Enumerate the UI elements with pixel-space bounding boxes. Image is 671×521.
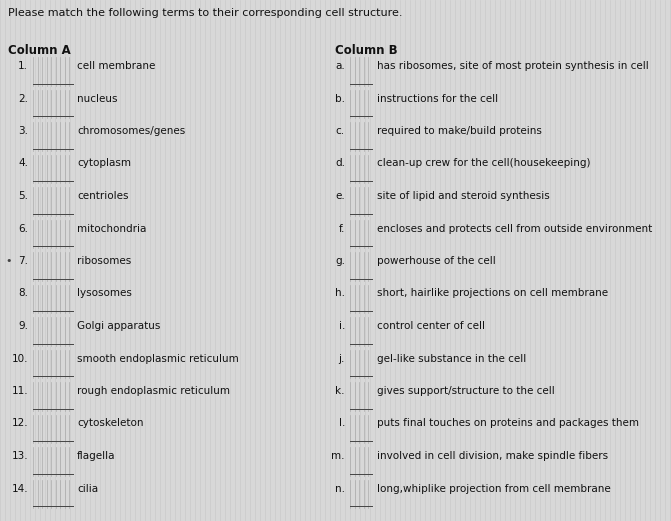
- Text: chromosomes/genes: chromosomes/genes: [77, 126, 185, 136]
- Text: f.: f.: [339, 224, 345, 233]
- Text: •: •: [5, 256, 11, 266]
- Text: 4.: 4.: [18, 158, 28, 168]
- Text: 6.: 6.: [18, 224, 28, 233]
- Text: puts final touches on proteins and packages them: puts final touches on proteins and packa…: [377, 418, 639, 428]
- Text: Column A: Column A: [8, 44, 70, 57]
- Text: Golgi apparatus: Golgi apparatus: [77, 321, 160, 331]
- Text: has ribosomes, site of most protein synthesis in cell: has ribosomes, site of most protein synt…: [377, 61, 649, 71]
- Text: powerhouse of the cell: powerhouse of the cell: [377, 256, 496, 266]
- Text: cell membrane: cell membrane: [77, 61, 156, 71]
- Text: g.: g.: [335, 256, 345, 266]
- Text: rough endoplasmic reticulum: rough endoplasmic reticulum: [77, 386, 230, 396]
- Text: k.: k.: [336, 386, 345, 396]
- Text: centrioles: centrioles: [77, 191, 129, 201]
- Text: cytoplasm: cytoplasm: [77, 158, 131, 168]
- Text: a.: a.: [336, 61, 345, 71]
- Text: d.: d.: [335, 158, 345, 168]
- Text: gel-like substance in the cell: gel-like substance in the cell: [377, 354, 526, 364]
- Text: 10.: 10.: [11, 354, 28, 364]
- Text: 9.: 9.: [18, 321, 28, 331]
- Text: required to make/build proteins: required to make/build proteins: [377, 126, 542, 136]
- Text: 1.: 1.: [18, 61, 28, 71]
- Text: 5.: 5.: [18, 191, 28, 201]
- Text: lysosomes: lysosomes: [77, 289, 132, 299]
- Text: Please match the following terms to their corresponding cell structure.: Please match the following terms to thei…: [8, 8, 403, 18]
- Text: instructions for the cell: instructions for the cell: [377, 93, 498, 104]
- Text: ribosomes: ribosomes: [77, 256, 132, 266]
- Text: c.: c.: [336, 126, 345, 136]
- Text: i.: i.: [339, 321, 345, 331]
- Text: involved in cell division, make spindle fibers: involved in cell division, make spindle …: [377, 451, 608, 461]
- Text: cytoskeleton: cytoskeleton: [77, 418, 144, 428]
- Text: nucleus: nucleus: [77, 93, 117, 104]
- Text: control center of cell: control center of cell: [377, 321, 485, 331]
- Text: gives support/structure to the cell: gives support/structure to the cell: [377, 386, 555, 396]
- Text: flagella: flagella: [77, 451, 115, 461]
- Text: cilia: cilia: [77, 483, 98, 493]
- Text: 11.: 11.: [11, 386, 28, 396]
- Text: long,whiplike projection from cell membrane: long,whiplike projection from cell membr…: [377, 483, 611, 493]
- Text: clean-up crew for the cell(housekeeping): clean-up crew for the cell(housekeeping): [377, 158, 590, 168]
- Text: l.: l.: [339, 418, 345, 428]
- Text: j.: j.: [339, 354, 345, 364]
- Text: short, hairlike projections on cell membrane: short, hairlike projections on cell memb…: [377, 289, 608, 299]
- Text: smooth endoplasmic reticulum: smooth endoplasmic reticulum: [77, 354, 239, 364]
- Text: n.: n.: [335, 483, 345, 493]
- Text: 8.: 8.: [18, 289, 28, 299]
- Text: 14.: 14.: [11, 483, 28, 493]
- Text: mitochondria: mitochondria: [77, 224, 146, 233]
- Text: 2.: 2.: [18, 93, 28, 104]
- Text: m.: m.: [331, 451, 345, 461]
- Text: 3.: 3.: [18, 126, 28, 136]
- Text: h.: h.: [335, 289, 345, 299]
- Text: Column B: Column B: [335, 44, 398, 57]
- Text: 7.: 7.: [18, 256, 28, 266]
- Text: 13.: 13.: [11, 451, 28, 461]
- Text: 12.: 12.: [11, 418, 28, 428]
- Text: e.: e.: [336, 191, 345, 201]
- Text: site of lipid and steroid synthesis: site of lipid and steroid synthesis: [377, 191, 550, 201]
- Text: encloses and protects cell from outside environment: encloses and protects cell from outside …: [377, 224, 652, 233]
- Text: b.: b.: [335, 93, 345, 104]
